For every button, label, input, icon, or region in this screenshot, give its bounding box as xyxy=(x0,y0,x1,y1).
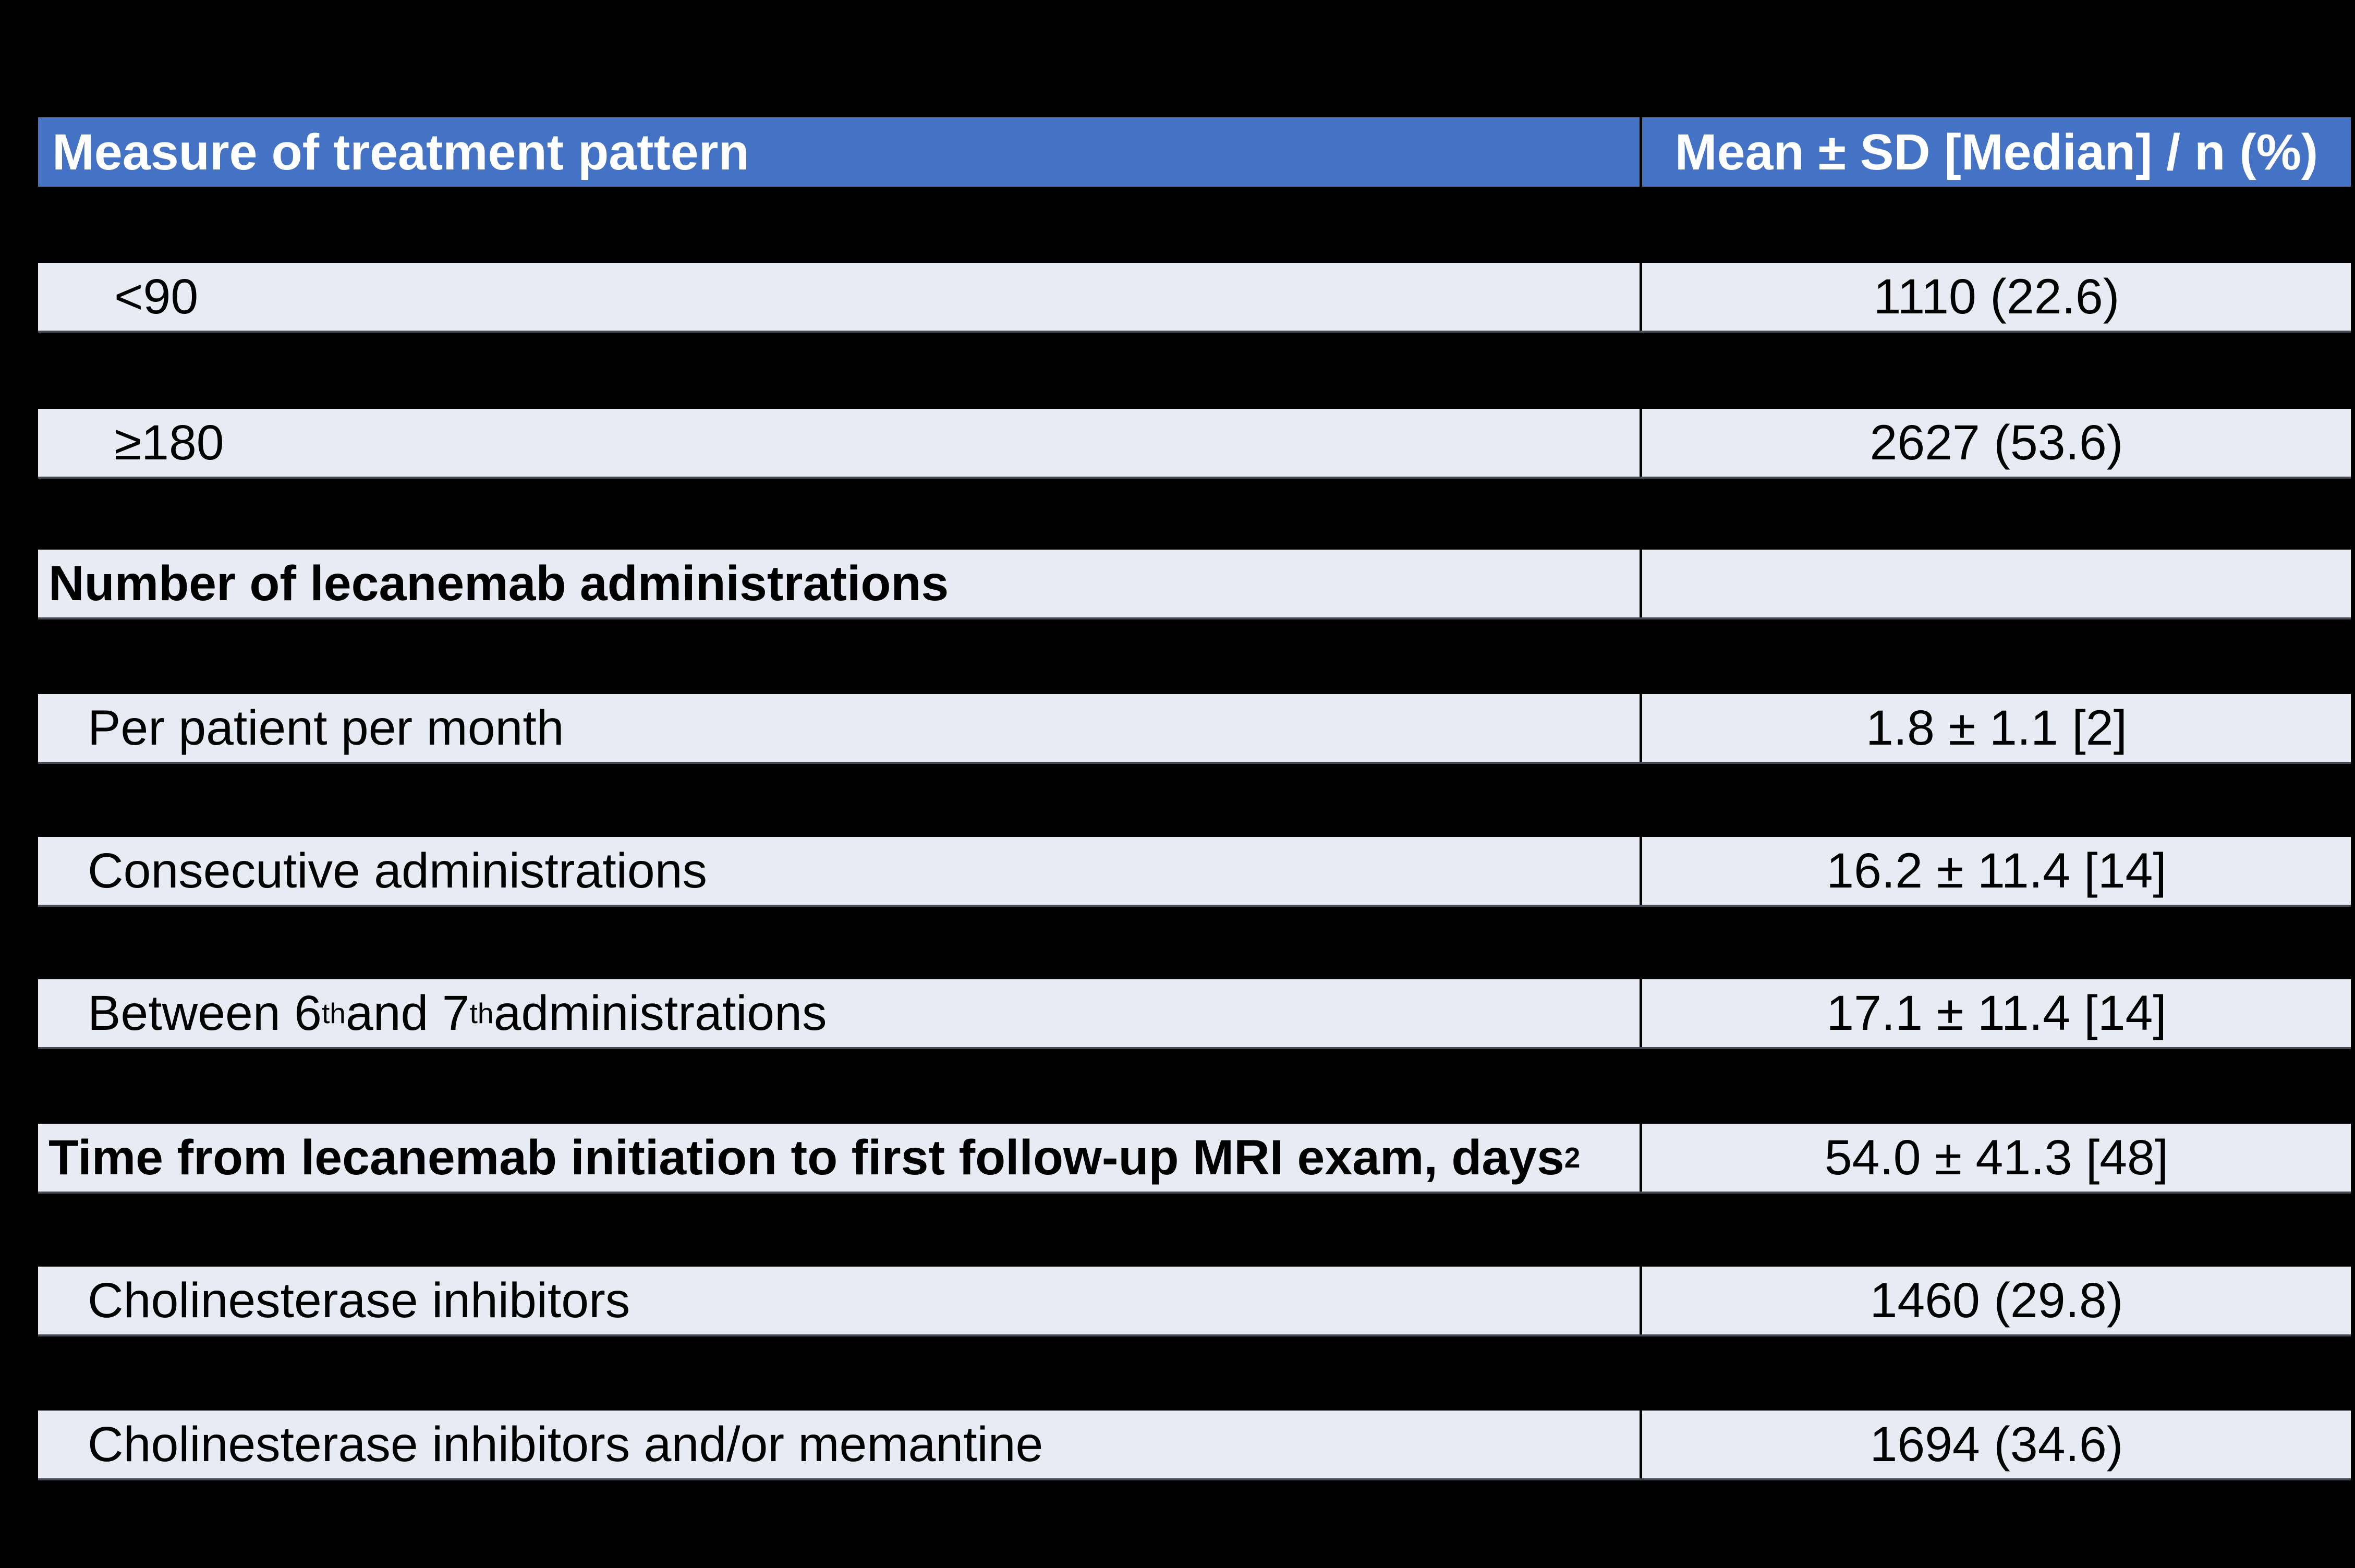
row-value: 17.1 ± 11.4 [14] xyxy=(1640,979,2351,1047)
row-value: 16.2 ± 11.4 [14] xyxy=(1640,837,2351,905)
row-label: Per patient per month xyxy=(88,700,564,756)
table-row: Number of lecanemab administrations xyxy=(38,550,2351,619)
table-row: Time from lecanemab initiation to first … xyxy=(38,1124,2351,1194)
table-row: ≥180 2627 (53.6) xyxy=(38,409,2351,479)
row-label: Cholinesterase inhibitors xyxy=(88,1272,630,1328)
row-value: 1694 (34.6) xyxy=(1640,1411,2351,1478)
header-measure-label: Measure of treatment pattern xyxy=(52,123,749,180)
row-value: 1110 (22.6) xyxy=(1640,263,2351,331)
row-value: 1460 (29.8) xyxy=(1640,1267,2351,1334)
row-value: 54.0 ± 41.3 [48] xyxy=(1640,1124,2351,1192)
row-value xyxy=(1640,550,2351,617)
row-label: Number of lecanemab administrations xyxy=(48,555,949,611)
row-label: ≥180 xyxy=(114,415,224,470)
row-label: Consecutive administrations xyxy=(88,843,708,898)
table-row: Cholinesterase inhibitors 1460 (29.8) xyxy=(38,1267,2351,1336)
row-value: 1.8 ± 1.1 [2] xyxy=(1640,694,2351,762)
table-row: Cholinesterase inhibitors and/or memanti… xyxy=(38,1411,2351,1480)
row-label: Cholinesterase inhibitors and/or memanti… xyxy=(88,1416,1043,1472)
table-header-row: Measure of treatment pattern Mean ± SD [… xyxy=(38,117,2351,187)
table-row: Per patient per month 1.8 ± 1.1 [2] xyxy=(38,694,2351,764)
row-label: <90 xyxy=(114,269,199,324)
row-label: Time from lecanemab initiation to first … xyxy=(48,1129,1581,1185)
row-value: 2627 (53.6) xyxy=(1640,409,2351,477)
header-statistic-label: Mean ± SD [Median] / n (%) xyxy=(1640,117,2351,187)
table-row: Consecutive administrations 16.2 ± 11.4 [… xyxy=(38,837,2351,907)
table-row: <90 1110 (22.6) xyxy=(38,263,2351,333)
